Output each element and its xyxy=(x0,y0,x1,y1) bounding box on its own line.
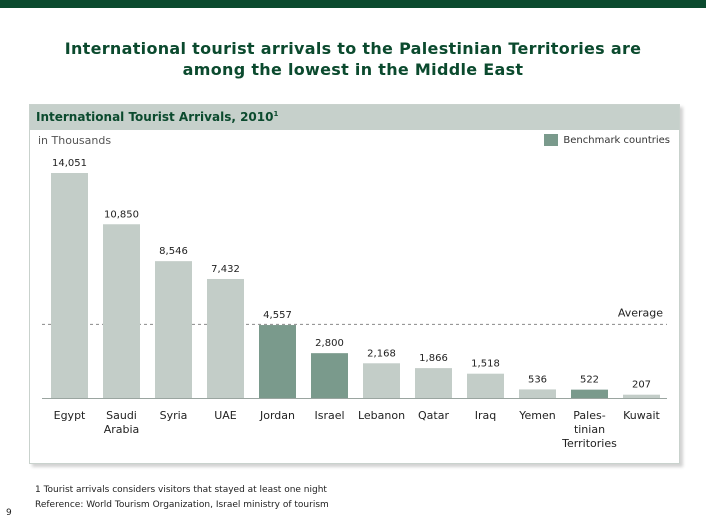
bar xyxy=(467,373,504,398)
footnote-line-2: Reference: World Tourism Organization, I… xyxy=(35,500,329,510)
x-tick-label: tinian xyxy=(574,423,605,436)
data-label: 1,518 xyxy=(471,359,500,370)
x-tick-label: Territories xyxy=(561,437,617,450)
bar xyxy=(311,353,348,398)
x-tick-label: Jordan xyxy=(259,409,295,422)
slide-title-line-1: International tourist arrivals to the Pa… xyxy=(64,39,642,58)
x-tick-label: Kuwait xyxy=(623,409,660,422)
footnote-line-1: 1 Tourist arrivals considers visitors th… xyxy=(35,485,327,495)
x-tick-label: Iraq xyxy=(475,409,497,422)
x-tick-label: Lebanon xyxy=(358,409,405,422)
bar xyxy=(51,173,88,398)
data-label: 2,168 xyxy=(367,348,396,359)
x-tick-label: Qatar xyxy=(418,409,449,422)
bar xyxy=(623,394,660,398)
average-label: Average xyxy=(618,306,663,319)
x-tick-label: Egypt xyxy=(54,409,86,422)
footnote: 1 Tourist arrivals considers visitors th… xyxy=(35,483,329,513)
bar xyxy=(259,325,296,398)
data-label: 7,432 xyxy=(211,264,240,275)
unit-label: in Thousands xyxy=(38,134,112,147)
x-tick-label: Saudi xyxy=(106,409,137,422)
bar xyxy=(103,224,140,398)
top-accent-bar xyxy=(0,0,706,8)
chart-title-footnote-marker: 1 xyxy=(273,110,279,118)
legend-label-benchmark: Benchmark countries xyxy=(563,134,670,146)
chart-panel-header: International Tourist Arrivals, 20101 xyxy=(30,105,679,130)
data-label: 8,546 xyxy=(159,246,188,257)
page-number: 9 xyxy=(6,508,12,518)
data-label: 536 xyxy=(528,374,547,385)
bar xyxy=(207,278,244,398)
x-tick-label: Pales- xyxy=(573,409,605,422)
legend: Benchmark countries xyxy=(544,134,670,146)
data-label: 10,850 xyxy=(104,209,139,220)
data-label: 1,866 xyxy=(419,353,448,364)
bar xyxy=(155,261,192,398)
data-label: 522 xyxy=(580,375,599,386)
data-label: 2,800 xyxy=(315,338,344,349)
data-label: 14,051 xyxy=(52,158,87,169)
bar xyxy=(571,389,608,398)
x-tick-label: Israel xyxy=(314,409,344,422)
x-tick-label: Yemen xyxy=(518,409,556,422)
chart-title: International Tourist Arrivals, 20101 xyxy=(36,110,278,124)
chart-panel: International Tourist Arrivals, 20101 in… xyxy=(29,104,680,464)
x-tick-label: UAE xyxy=(214,409,237,422)
bar xyxy=(519,389,556,398)
bar xyxy=(415,368,452,398)
x-tick-label: Arabia xyxy=(104,423,140,436)
slide-title-line-2: among the lowest in the Middle East xyxy=(182,60,524,79)
data-label: 207 xyxy=(632,380,651,391)
x-tick-label: Syria xyxy=(160,409,188,422)
legend-swatch-benchmark xyxy=(544,134,559,146)
data-label: 4,557 xyxy=(263,310,292,321)
bar xyxy=(363,363,400,398)
chart-title-text: International Tourist Arrivals, 2010 xyxy=(36,110,274,124)
slide-title: International tourist arrivals to the Pa… xyxy=(20,38,686,80)
